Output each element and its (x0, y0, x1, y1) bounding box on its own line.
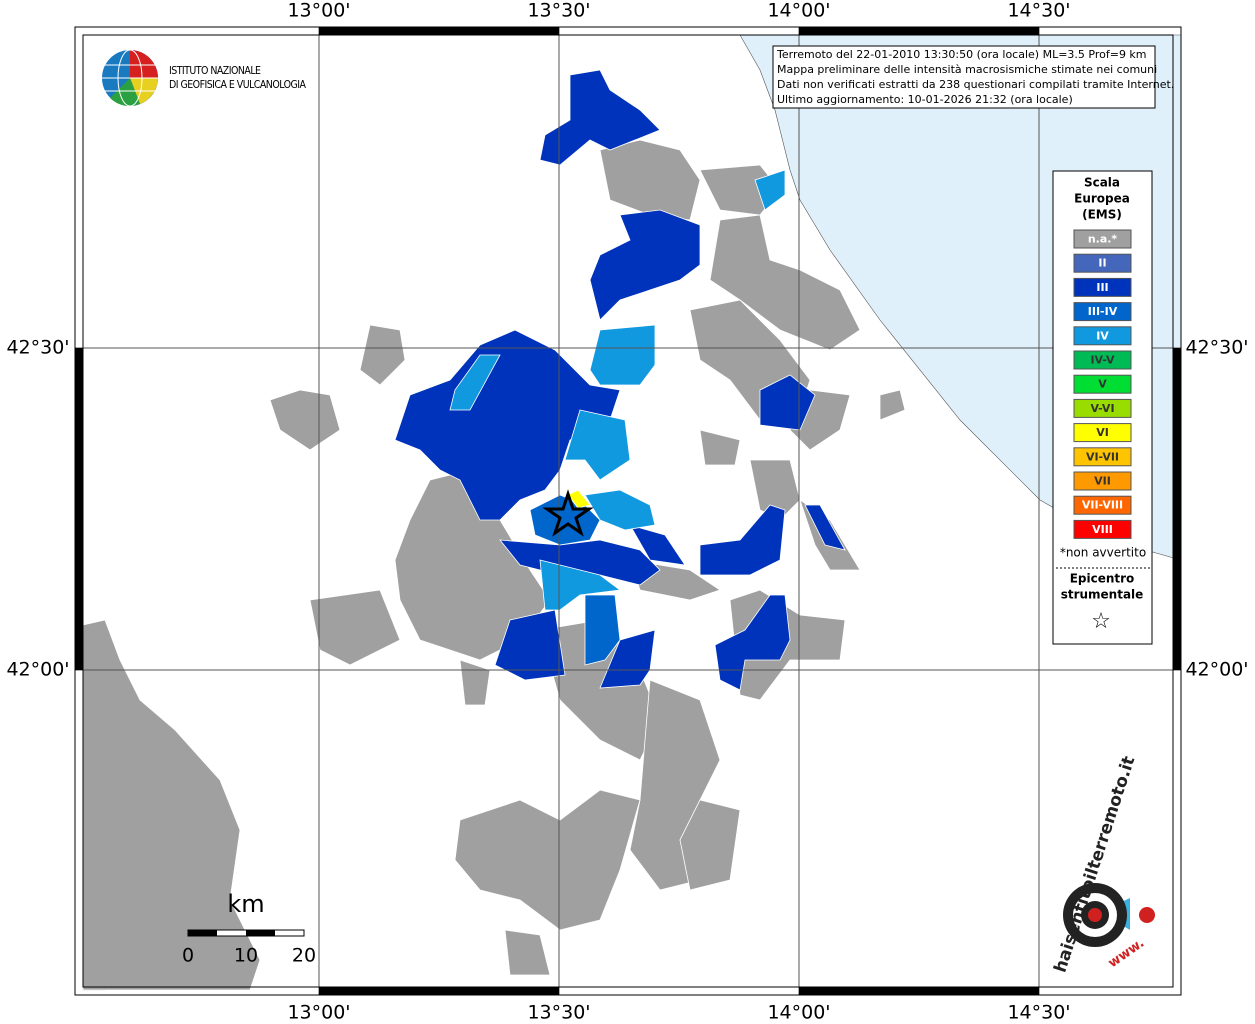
lon-label: 14°30' (1007, 0, 1070, 22)
legend-swatch (1073, 495, 1132, 515)
ingv-text: ISTITUTO NAZIONALE (169, 65, 261, 77)
lat-label: 42°30' (1185, 337, 1248, 359)
legend-swatch (1073, 374, 1132, 394)
legend-swatch (1073, 277, 1132, 297)
legend-label: V-VI (1090, 402, 1114, 415)
legend-label: II (1098, 257, 1106, 270)
lon-label: 14°30' (1007, 1002, 1070, 1024)
legend-swatch (1073, 398, 1132, 418)
epicenter-star (542, 489, 594, 537)
lon-label: 14°00' (767, 1002, 830, 1024)
legend-label: III-IV (1088, 305, 1118, 318)
legend-swatch (1073, 229, 1132, 249)
ingv-logo (102, 49, 158, 107)
grid-lines (75, 27, 1181, 995)
legend-title: (EMS) (1082, 208, 1122, 222)
ingv-text: DI GEOFISICA E VULCANOLOGIA (169, 79, 307, 91)
legend-label: V (1098, 378, 1107, 391)
legend-epicenter-symbol: ☆ (1091, 609, 1111, 634)
lat-label: 42°00' (6, 659, 69, 681)
legend-swatch (1073, 471, 1132, 491)
legend-label: VII (1094, 475, 1111, 488)
lon-label: 13°00' (287, 0, 350, 22)
scale-bar (187, 929, 305, 937)
legend-swatch (1073, 519, 1132, 539)
legend-label: IV-V (1090, 354, 1115, 367)
legend-swatch (1073, 423, 1132, 443)
legend-title: Scala (1084, 176, 1120, 190)
lon-label: 13°30' (527, 1002, 590, 1024)
scale-tick: 0 (182, 945, 194, 967)
lat-label: 42°00' (1185, 659, 1248, 681)
hst-logo (1063, 883, 1155, 947)
legend-label: VII-VIII (1082, 499, 1123, 512)
legend-label: n.a.* (1088, 233, 1118, 246)
info-line: Terremoto del 22-01-2010 13:30:50 (ora l… (776, 48, 1147, 61)
lon-label: 13°00' (287, 1002, 350, 1024)
info-line: Dati non verificati estratti da 238 ques… (777, 78, 1174, 91)
lon-label: 14°00' (767, 0, 830, 22)
legend-label: IV (1096, 329, 1109, 342)
lon-label: 13°30' (527, 0, 590, 22)
lat-label: 42°30' (6, 337, 69, 359)
regions (82, 69, 906, 991)
legend-epicenter: strumentale (1061, 588, 1144, 602)
legend-swatch (1073, 350, 1132, 370)
info-line: Ultimo aggiornamento: 10-01-2026 21:32 (… (777, 93, 1073, 106)
legend-swatch (1073, 302, 1132, 322)
legend-label: III (1096, 281, 1108, 294)
legend-label: VI-VII (1086, 450, 1119, 463)
frame (74, 26, 1182, 996)
legend-label: VIII (1092, 523, 1113, 536)
info-box (772, 45, 1156, 109)
legend-label: VI (1096, 426, 1109, 439)
scale-unit: km (227, 890, 264, 918)
legend-swatch (1073, 447, 1132, 467)
info-line: Mappa preliminare delle intensità macros… (777, 63, 1157, 76)
legend-swatch (1073, 253, 1132, 273)
legend-note: *non avvertito (1060, 546, 1146, 560)
scale-tick: 20 (292, 945, 316, 967)
legend-swatch (1073, 326, 1132, 346)
legend-title: Europea (1074, 192, 1130, 206)
scale-tick: 10 (234, 945, 258, 967)
legend-epicenter: Epicentro (1070, 572, 1135, 586)
